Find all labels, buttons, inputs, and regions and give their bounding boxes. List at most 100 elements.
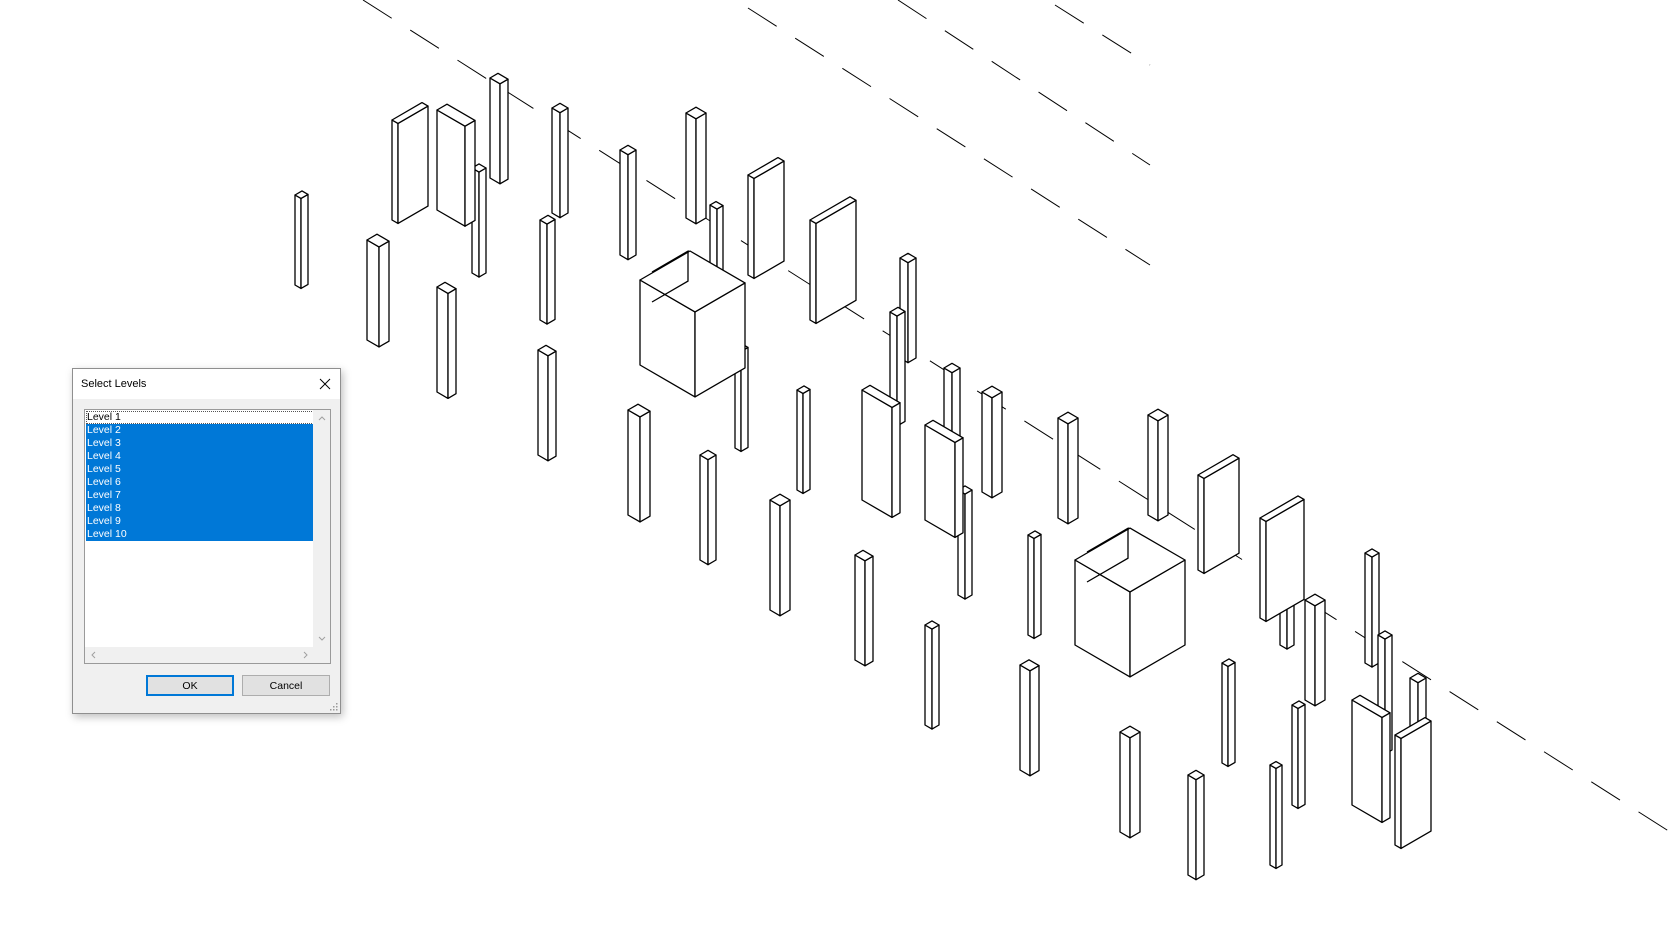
- structural-column[interactable]: [854, 549, 874, 667]
- structural-column[interactable]: [699, 449, 717, 566]
- structural-column[interactable]: [1221, 658, 1236, 768]
- close-button[interactable]: [314, 373, 336, 395]
- column-face: [924, 624, 933, 730]
- column-face: [685, 112, 697, 225]
- structural-column[interactable]: [861, 384, 901, 519]
- column-face: [854, 554, 866, 667]
- structural-column[interactable]: [366, 233, 390, 348]
- structural-column[interactable]: [1074, 527, 1186, 678]
- column-face: [685, 106, 707, 120]
- column-face: [539, 214, 556, 225]
- column-face: [1400, 720, 1432, 850]
- level-list-item[interactable]: Level 5: [86, 463, 314, 476]
- column-face: [539, 219, 548, 325]
- scrollbar-corner: [314, 647, 330, 663]
- grid-line: [897, 0, 1151, 166]
- structural-column[interactable]: [619, 144, 637, 261]
- structural-column[interactable]: [436, 103, 476, 227]
- structural-column[interactable]: [639, 250, 746, 398]
- ok-button[interactable]: OK: [146, 675, 234, 696]
- level-list-item[interactable]: Level 2: [86, 424, 314, 437]
- structural-column[interactable]: [981, 385, 1003, 499]
- column-face: [1269, 764, 1277, 870]
- column-face: [931, 624, 940, 730]
- column-face: [639, 250, 746, 313]
- structural-column[interactable]: [1291, 700, 1306, 810]
- dialog-titlebar[interactable]: Select Levels: [73, 369, 340, 399]
- level-list-item[interactable]: Level 8: [86, 502, 314, 515]
- structural-column[interactable]: [924, 620, 940, 730]
- structural-column[interactable]: [1269, 760, 1283, 870]
- structural-column[interactable]: [1027, 530, 1042, 640]
- column-face: [1197, 474, 1205, 575]
- scroll-down-button[interactable]: [314, 631, 330, 647]
- level-list-item[interactable]: Level 7: [86, 489, 314, 502]
- scroll-up-button[interactable]: [314, 410, 330, 426]
- elevator-core-opening: [1086, 527, 1129, 583]
- structural-column[interactable]: [1351, 694, 1391, 824]
- column-face: [1187, 769, 1205, 781]
- structural-column[interactable]: [1197, 454, 1240, 575]
- structural-column[interactable]: [627, 403, 651, 523]
- horizontal-scrollbar[interactable]: [85, 647, 314, 663]
- level-list-item[interactable]: Level 1: [86, 411, 314, 424]
- level-list-item[interactable]: Level 9: [86, 515, 314, 528]
- column-face: [1394, 734, 1402, 850]
- structural-column[interactable]: [539, 214, 556, 325]
- structural-column[interactable]: [1364, 548, 1380, 668]
- column-face: [378, 240, 390, 348]
- column-face: [991, 391, 1003, 499]
- structural-column[interactable]: [391, 101, 429, 225]
- level-list-item[interactable]: Level 3: [86, 437, 314, 450]
- column-face: [753, 160, 785, 280]
- cancel-button[interactable]: Cancel: [242, 675, 330, 696]
- structural-column[interactable]: [1259, 495, 1305, 623]
- column-face: [547, 350, 557, 462]
- structural-column[interactable]: [1019, 659, 1040, 777]
- structural-column[interactable]: [1147, 408, 1169, 522]
- chevron-left-icon: [91, 651, 96, 659]
- resize-grip-icon[interactable]: [328, 701, 338, 711]
- column-face: [809, 196, 857, 225]
- column-face: [1029, 664, 1040, 777]
- column-face: [627, 409, 641, 523]
- level-list-item[interactable]: Level 10: [86, 528, 314, 541]
- column-face: [1033, 533, 1042, 640]
- levels-listbox[interactable]: Level 1 Level 2 Level 3 Level 4 Level 5 Level…: [84, 409, 331, 664]
- grid-line: [362, 0, 1678, 838]
- column-face: [294, 190, 309, 200]
- column-face: [924, 620, 940, 630]
- structural-column[interactable]: [489, 72, 509, 185]
- structural-column[interactable]: [769, 493, 791, 617]
- structural-column[interactable]: [1057, 411, 1079, 525]
- structural-column[interactable]: [796, 385, 811, 495]
- structural-column[interactable]: [747, 156, 785, 280]
- structural-column[interactable]: [924, 419, 964, 539]
- structural-column[interactable]: [1304, 593, 1326, 707]
- structural-column[interactable]: [685, 106, 707, 225]
- structural-column[interactable]: [809, 196, 857, 325]
- scroll-right-button[interactable]: [298, 647, 314, 663]
- structural-column[interactable]: [1187, 769, 1205, 881]
- column-face: [551, 102, 569, 114]
- scroll-left-button[interactable]: [85, 647, 101, 663]
- column-face: [1027, 530, 1042, 540]
- structural-column[interactable]: [1119, 725, 1141, 839]
- grid-line: [1054, 4, 1151, 66]
- level-list-item[interactable]: Level 4: [86, 450, 314, 463]
- structural-column[interactable]: [551, 102, 569, 219]
- column-face: [964, 489, 973, 600]
- structural-column[interactable]: [294, 190, 309, 290]
- structural-column[interactable]: [436, 281, 457, 400]
- vertical-scrollbar[interactable]: [313, 410, 330, 647]
- close-icon: [319, 378, 331, 390]
- structural-column[interactable]: [537, 344, 557, 462]
- select-levels-dialog: Select Levels Level 1 Level 2 Level 3 Level…: [72, 368, 341, 714]
- column-face: [1027, 534, 1035, 640]
- structural-column[interactable]: [734, 343, 749, 453]
- column-face: [464, 119, 476, 227]
- level-list-item[interactable]: Level 6: [86, 476, 314, 489]
- structural-column[interactable]: [1394, 716, 1432, 850]
